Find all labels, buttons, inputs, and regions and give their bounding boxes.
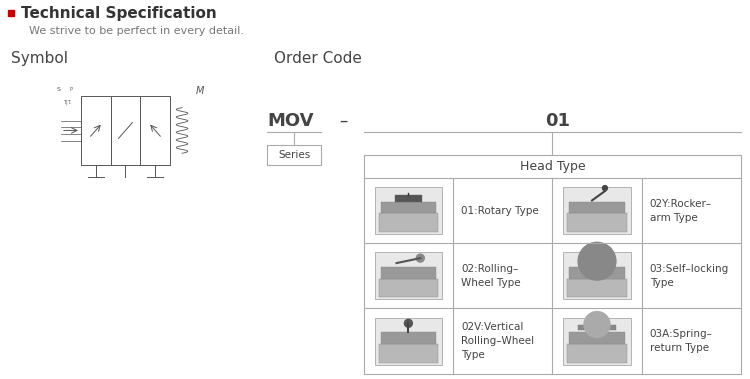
Bar [268,145,321,165]
Bar [380,202,436,213]
Text: 03A:Spring–
return Type: 03A:Spring– return Type [650,329,712,353]
Text: 01:Rotary Type: 01:Rotary Type [461,206,538,216]
Text: T|T.: T|T. [62,100,71,105]
Text: M: M [196,86,204,96]
Text: 03:Self–locking
Type: 03:Self–locking Type [650,264,729,288]
Circle shape [404,319,412,327]
Bar [379,213,438,232]
Bar [81,96,110,165]
Text: We strive to be perfect in every detail.: We strive to be perfect in every detail. [29,26,245,36]
Text: 01: 01 [544,111,570,130]
Bar [569,332,625,344]
Bar [563,252,631,299]
Bar [563,318,631,365]
Bar [567,213,627,232]
Bar [569,267,625,279]
Text: 02:Rolling–
Wheel Type: 02:Rolling– Wheel Type [461,264,520,288]
Circle shape [416,254,424,262]
Bar [379,344,438,363]
Bar [578,324,616,329]
Text: 02V:Vertical
Rolling–Wheel
Type: 02V:Vertical Rolling–Wheel Type [461,322,534,360]
Text: 02Y:Rocker–
arm Type: 02Y:Rocker– arm Type [650,199,712,223]
Text: S: S [57,87,61,92]
Bar [380,267,436,279]
Bar [563,187,631,234]
Circle shape [578,242,616,280]
Bar [567,344,627,363]
Text: Series: Series [278,150,310,160]
Bar [110,96,140,165]
Bar [379,279,438,298]
Text: MOV: MOV [268,111,314,130]
Text: Head Type: Head Type [520,160,585,173]
Circle shape [584,312,610,338]
Circle shape [602,186,608,191]
Bar [140,96,170,165]
Bar [375,252,442,299]
Text: Order Code: Order Code [274,52,362,66]
Text: Symbol: Symbol [11,52,68,66]
Bar [395,196,422,202]
Text: P: P [70,87,72,92]
Bar [569,202,625,213]
Bar [364,155,741,374]
Text: –: – [340,111,348,130]
Bar [567,279,627,298]
Bar [380,332,436,344]
Bar [375,187,442,234]
Bar [375,318,442,365]
Text: Technical Specification: Technical Specification [21,6,217,21]
